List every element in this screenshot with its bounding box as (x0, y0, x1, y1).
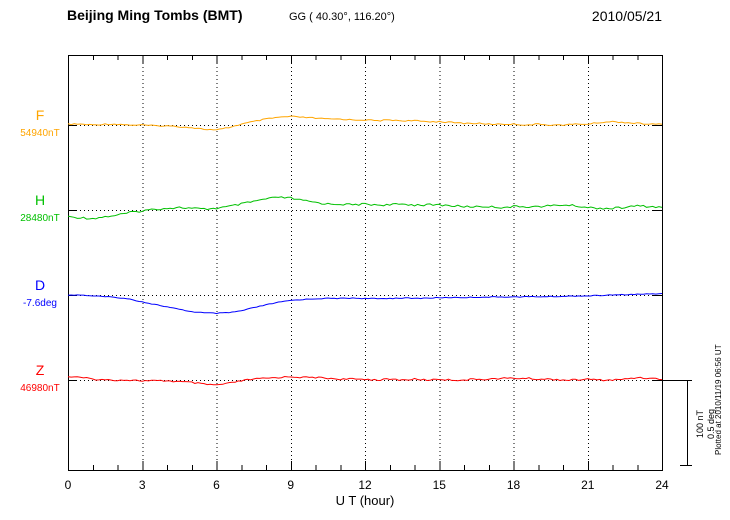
x-tick-label: 12 (358, 478, 372, 492)
channel-baseline-Z: 46980nT (20, 383, 60, 394)
x-tick-label: 24 (655, 478, 669, 492)
trace-D (67, 293, 663, 315)
trace-Z (67, 375, 663, 386)
plotted-at-note: Plotted at 2010/11/19 06:56 UT (714, 344, 723, 456)
plot-date: 2010/05/21 (591, 8, 662, 24)
x-tick-label: 6 (213, 478, 220, 492)
station-coordinates: GG ( 40.30°, 116.20°) (289, 11, 395, 23)
channel-baseline-D: -7.6deg (23, 298, 57, 309)
trace-H (67, 196, 663, 220)
channel-label-Z: Z (35, 362, 45, 378)
x-tick-label: 0 (65, 478, 72, 492)
channel-baseline-H: 28480nT (20, 213, 60, 224)
station-title: Beijing Ming Tombs (BMT) (67, 7, 243, 23)
x-tick-label: 21 (581, 478, 595, 492)
channel-label-H: H (34, 192, 46, 208)
channel-label-F: F (35, 107, 45, 123)
channel-label-D: D (34, 277, 46, 293)
channel-baseline-F: 54940nT (20, 128, 60, 139)
scale-bar-nt-label: 100 nT (695, 409, 705, 439)
x-axis-title: U T (hour) (335, 493, 395, 508)
x-tick-label: 9 (287, 478, 294, 492)
x-tick-label: 18 (507, 478, 521, 492)
x-tick-label: 15 (433, 478, 447, 492)
x-tick-label: 3 (139, 478, 146, 492)
trace-F (67, 115, 663, 131)
